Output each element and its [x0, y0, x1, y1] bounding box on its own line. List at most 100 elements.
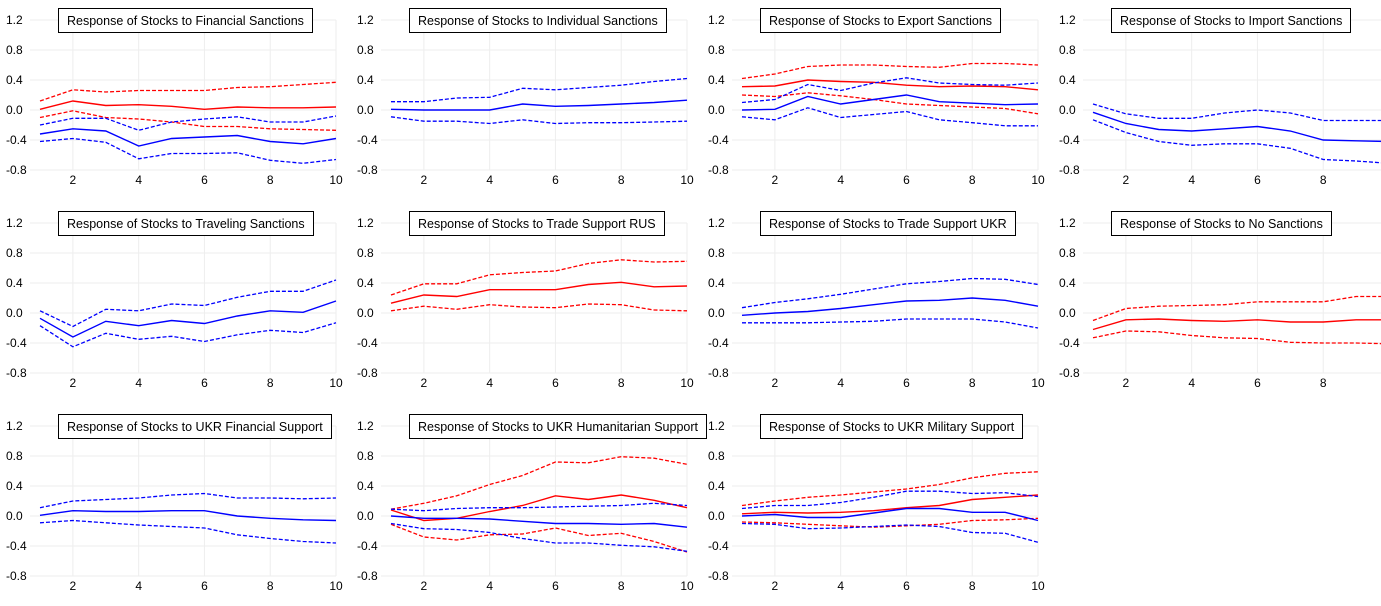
chart-svg: 1.2 0.8 0.4 0.0 -0.4 -0.8 2 4 6 8 10 — [357, 216, 694, 390]
x-tick-label: 8 — [618, 173, 625, 187]
chart-svg: 1.2 0.8 0.4 0.0 -0.4 -0.8 2 4 6 8 10 — [708, 419, 1045, 593]
y-tick-label: -0.8 — [1059, 366, 1080, 380]
chart-svg: 1.2 0.8 0.4 0.0 -0.4 -0.8 2 4 6 8 10 — [6, 419, 343, 593]
red-solid-series-line — [390, 281, 688, 304]
x-tick-label: 8 — [618, 579, 625, 593]
chart-panel: 1.2 0.8 0.4 0.0 -0.4 -0.8 2 4 6 8 10 Response of St… — [351, 406, 707, 606]
y-tick-label: 0.0 — [6, 509, 23, 523]
chart-panel: 1.2 0.8 0.4 0.0 -0.4 -0.8 2 4 6 8 10 Response of St… — [0, 406, 345, 606]
x-tick-label: 4 — [837, 173, 844, 187]
y-tick-label: -0.8 — [357, 163, 378, 177]
y-tick-label: 0.0 — [6, 306, 23, 320]
x-tick-label: 8 — [267, 173, 274, 187]
x-tick-label: 8 — [1320, 376, 1327, 390]
y-tick-label: 0.8 — [708, 449, 725, 463]
red-dashed-series-line — [741, 517, 1039, 528]
x-tick-label: 6 — [1254, 173, 1261, 187]
x-tick-label: 6 — [903, 376, 910, 390]
y-tick-label: 1.2 — [708, 13, 725, 27]
y-tick-label: 0.4 — [357, 479, 374, 493]
y-tick-label: 0.4 — [1059, 73, 1076, 87]
x-tick-label: 2 — [772, 376, 779, 390]
y-tick-label: -0.4 — [708, 133, 729, 147]
y-tick-label: -0.4 — [1059, 133, 1080, 147]
x-tick-label: 4 — [486, 376, 493, 390]
blue-dashed-series-line — [741, 522, 1039, 543]
y-tick-label: 0.0 — [357, 103, 374, 117]
y-tick-label: 0.4 — [357, 276, 374, 290]
x-tick-label: 2 — [421, 173, 428, 187]
x-tick-label: 2 — [1123, 376, 1130, 390]
y-tick-label: 1.2 — [1059, 13, 1076, 27]
x-tick-label: 8 — [267, 376, 274, 390]
red-solid-series-line — [1092, 318, 1381, 331]
chart-title: Response of Stocks to Trade Support RUS — [409, 211, 665, 236]
x-tick-label: 2 — [70, 173, 77, 187]
chart-panel: 1.2 0.8 0.4 0.0 -0.4 -0.8 2 4 6 8 10 Response of St… — [351, 0, 696, 200]
x-tick-label: 4 — [486, 173, 493, 187]
x-tick-label: 10 — [680, 579, 694, 593]
x-tick-label: 4 — [135, 173, 142, 187]
x-tick-label: 4 — [135, 579, 142, 593]
blue-dashed-series-line — [39, 279, 337, 328]
chart-title: Response of Stocks to UKR Financial Supp… — [58, 414, 332, 439]
blue-dashed-series-line — [1092, 119, 1381, 164]
blue-dashed-series-line — [39, 115, 337, 131]
blue-solid-series-line — [39, 300, 337, 338]
y-tick-label: 1.2 — [6, 216, 23, 230]
chart-panel: 1.2 0.8 0.4 0.0 -0.4 -0.8 2 4 6 8 10 Response of St… — [0, 0, 345, 200]
y-tick-label: 0.0 — [6, 103, 23, 117]
y-tick-label: 0.0 — [708, 103, 725, 117]
x-tick-label: 2 — [772, 579, 779, 593]
y-tick-label: 0.0 — [357, 306, 374, 320]
x-tick-label: 2 — [1123, 173, 1130, 187]
y-tick-label: -0.4 — [6, 336, 27, 350]
y-tick-label: -0.4 — [357, 336, 378, 350]
y-tick-label: 0.4 — [6, 479, 23, 493]
red-solid-series-line — [741, 79, 1039, 91]
chart-svg: 1.2 0.8 0.4 0.0 -0.4 -0.8 2 4 6 8 10 — [6, 216, 343, 390]
y-tick-label: 0.8 — [6, 246, 23, 260]
blue-dashed-series-line — [391, 77, 688, 103]
y-tick-label: 1.2 — [1059, 216, 1076, 230]
x-tick-label: 10 — [1031, 579, 1045, 593]
chart-title: Response of Stocks to No Sanctions — [1111, 211, 1332, 236]
blue-dashed-series-line — [1092, 103, 1381, 122]
irf-chart-grid: 1.2 0.8 0.4 0.0 -0.4 -0.8 2 4 6 8 10 Response of St… — [0, 0, 1381, 593]
red-solid-series-line — [390, 494, 688, 522]
red-dashed-series-line — [741, 471, 1039, 507]
y-tick-label: 0.4 — [708, 73, 725, 87]
y-tick-label: -0.4 — [708, 336, 729, 350]
red-dashed-series-line — [741, 62, 1039, 80]
blue-solid-series-line — [1092, 111, 1381, 143]
x-tick-label: 2 — [421, 579, 428, 593]
red-dashed-series-line — [1092, 295, 1381, 322]
y-tick-label: -0.4 — [6, 133, 27, 147]
y-tick-label: -0.8 — [6, 569, 27, 583]
blue-dashed-series-line — [39, 492, 337, 509]
x-tick-label: 8 — [969, 173, 976, 187]
x-tick-label: 6 — [1254, 376, 1261, 390]
x-tick-label: 10 — [329, 376, 343, 390]
red-dashed-series-line — [390, 303, 688, 312]
y-tick-label: -0.8 — [6, 366, 27, 380]
blue-solid-series-line — [741, 507, 1039, 522]
y-tick-label: 0.0 — [708, 306, 725, 320]
y-tick-label: 1.2 — [357, 216, 374, 230]
x-tick-label: 4 — [1188, 173, 1195, 187]
blue-dashed-series-line — [741, 77, 1039, 104]
x-tick-label: 10 — [329, 173, 343, 187]
y-tick-label: 1.2 — [357, 419, 374, 433]
y-tick-label: 1.2 — [6, 419, 23, 433]
x-tick-label: 8 — [1320, 173, 1327, 187]
blue-solid-series-line — [390, 99, 688, 111]
y-tick-label: 1.2 — [708, 419, 725, 433]
y-tick-label: 0.8 — [708, 43, 725, 57]
y-tick-label: 0.8 — [1059, 43, 1076, 57]
blue-dashed-series-line — [39, 519, 337, 544]
x-tick-label: 8 — [969, 376, 976, 390]
y-tick-label: -0.4 — [708, 539, 729, 553]
y-tick-label: 0.4 — [1059, 276, 1076, 290]
chart-panel: 1.2 0.8 0.4 0.0 -0.4 -0.8 2 4 6 8 10 Response of St… — [351, 203, 696, 403]
blue-dashed-series-line — [741, 277, 1039, 309]
